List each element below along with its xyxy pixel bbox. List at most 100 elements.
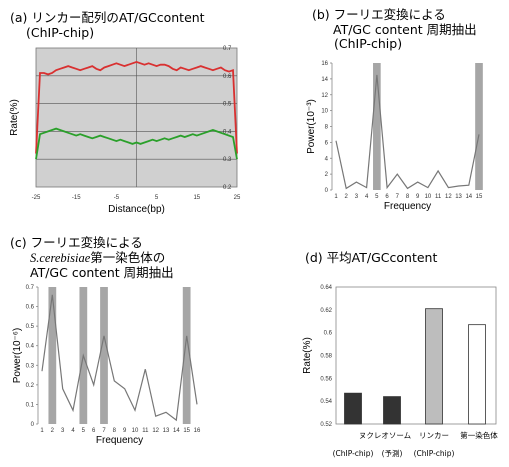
panel-a-title: (a) リンカー配列のAT/GCcontent bbox=[10, 10, 205, 25]
panel-b-x-tick: 14 bbox=[465, 194, 472, 200]
panel-c-species: S.cerebisiae bbox=[30, 251, 91, 265]
panel-b-xlabel: Frequency bbox=[384, 201, 431, 212]
panel-c-ylabel: Power(10⁻⁶) bbox=[12, 328, 23, 384]
panel-b-x-tick: 13 bbox=[455, 194, 462, 200]
panel-d-bar bbox=[383, 396, 401, 425]
panel-a-x-tick: -25 bbox=[32, 195, 41, 201]
panel-a-xlabel: Distance(bp) bbox=[108, 204, 165, 215]
panel-b-x-tick: 15 bbox=[476, 194, 483, 200]
panel-b-x-tick: 12 bbox=[445, 194, 452, 200]
panel-c-y-tick: 0.6 bbox=[26, 305, 35, 311]
panel-d-title: (d) 平均AT/GCcontent bbox=[305, 250, 437, 265]
panel-d-y-tick: 0.54 bbox=[320, 399, 332, 405]
panel-d-category-sublabel: (ChIP-chip) bbox=[333, 449, 374, 458]
panel-c-y-tick: 0.1 bbox=[26, 402, 35, 408]
panel-b-y-tick: 10 bbox=[321, 109, 328, 115]
chart-d: 0.520.540.560.580.60.620.64ヌクレオソーム(ChIP-… bbox=[302, 285, 498, 458]
panel-d-y-tick: 0.56 bbox=[320, 376, 332, 382]
panel-a-y-tick: 0.2 bbox=[223, 185, 232, 191]
panel-d-y-tick: 0.58 bbox=[320, 354, 332, 360]
panel-c-x-tick: 15 bbox=[183, 428, 190, 434]
panel-b-highlight-band bbox=[373, 63, 381, 190]
panel-b-x-tick: 11 bbox=[435, 194, 442, 200]
panel-d-y-tick: 0.62 bbox=[320, 308, 332, 314]
panel-c-x-tick: 4 bbox=[71, 428, 75, 434]
panel-c-xlabel: Frequency bbox=[96, 435, 143, 446]
panel-c-x-tick: 2 bbox=[51, 428, 55, 434]
panel-b-subtitle: AT/GC content 周期抽出 bbox=[333, 22, 477, 37]
panel-a-x-tick: 5 bbox=[155, 195, 159, 201]
panel-c-x-tick: 5 bbox=[82, 428, 86, 434]
panel-c-subtitle: S.cerebisiae第一染色体の bbox=[30, 250, 165, 265]
panel-c-x-tick: 16 bbox=[194, 428, 201, 434]
panel-c-y-tick: 0.4 bbox=[26, 344, 35, 350]
panel-b-x-tick: 9 bbox=[416, 194, 420, 200]
panel-d-y-tick: 0.64 bbox=[320, 285, 332, 291]
panel-c-x-tick: 14 bbox=[173, 428, 180, 434]
panel-b-x-tick: 1 bbox=[334, 194, 338, 200]
panel-b-x-tick: 4 bbox=[365, 194, 369, 200]
panel-c-highlight-band bbox=[100, 287, 108, 424]
panel-b-title: (b) フーリエ変換による bbox=[312, 7, 446, 22]
panel-b-y-tick: 2 bbox=[325, 172, 329, 178]
panel-b-y-tick: 16 bbox=[321, 61, 328, 67]
panel-d-category-sublabel: (予測) bbox=[382, 448, 403, 458]
panel-b-subtitle2: (ChIP-chip) bbox=[334, 36, 402, 51]
chart-c: 00.10.20.30.40.50.60.71 2 3 4 5 6 7 8 9 10 11 12 13 1… bbox=[12, 285, 201, 446]
panel-c-x-tick: 13 bbox=[163, 428, 170, 434]
panel-c-highlight-band bbox=[48, 287, 57, 424]
panel-c-x-tick: 6 bbox=[92, 428, 96, 434]
panel-b-x-tick: 3 bbox=[355, 194, 359, 200]
panel-d-bar bbox=[468, 324, 486, 425]
panel-b-x-tick: 8 bbox=[406, 194, 410, 200]
panel-d-category-label: リンカー bbox=[419, 431, 449, 440]
panel-a-x-tick: 25 bbox=[234, 195, 241, 201]
panel-c-subtitle2: AT/GC content 周期抽出 bbox=[30, 265, 174, 280]
panel-c-series-line bbox=[41, 294, 198, 422]
panel-d-category-label: ヌクレオソーム bbox=[359, 431, 411, 440]
panel-b-ylabel: Power(10⁻³) bbox=[306, 99, 317, 154]
panel-d-bar bbox=[425, 308, 443, 425]
panel-c-x-tick: 10 bbox=[132, 428, 139, 434]
panel-d-category-label: 第一染色体 bbox=[460, 430, 498, 440]
panel-a-series-green bbox=[35, 127, 238, 160]
panel-b-x-tick: 10 bbox=[425, 194, 432, 200]
panel-c-x-tick: 9 bbox=[123, 428, 127, 434]
panel-c-chromosome: 第一染色体の bbox=[90, 250, 165, 265]
chart-a: 0.2 0.3 0.4 0.5 0.6 0.7 -25 -15 -5 5 15 25 Distance(… bbox=[9, 46, 241, 215]
panel-b-y-tick: 0 bbox=[325, 188, 329, 194]
panel-a-y-tick: 0.7 bbox=[223, 46, 232, 52]
panel-c-y-tick: 0 bbox=[31, 422, 35, 428]
panel-b-x-tick: 7 bbox=[396, 194, 400, 200]
panel-c-y-tick: 0.2 bbox=[26, 383, 35, 389]
panel-a-y-tick: 0.6 bbox=[223, 74, 232, 80]
panel-c-x-tick: 11 bbox=[142, 428, 149, 434]
panel-c-y-tick: 0.5 bbox=[26, 324, 35, 330]
panel-b-series-line bbox=[335, 74, 480, 190]
panel-b-y-tick: 6 bbox=[325, 140, 329, 146]
panel-c-highlight-band bbox=[182, 287, 191, 424]
panel-d-bar bbox=[344, 392, 362, 425]
panel-b-y-tick: 14 bbox=[321, 77, 328, 83]
panel-b-x-tick: 2 bbox=[345, 194, 349, 200]
panel-a-x-tick: -15 bbox=[72, 195, 81, 201]
panel-c-y-tick: 0.3 bbox=[26, 363, 35, 369]
panel-a-y-tick: 0.5 bbox=[223, 102, 232, 108]
panel-a-x-tick: 15 bbox=[193, 195, 200, 201]
panel-c-x-tick: 1 bbox=[40, 428, 44, 434]
panel-a-subtitle: (ChIP-chip) bbox=[26, 25, 94, 40]
panel-c-x-tick: 7 bbox=[102, 428, 106, 434]
panel-d-category-sublabel: (ChIP-chip) bbox=[414, 449, 455, 458]
panel-b-y-tick: 4 bbox=[325, 156, 329, 162]
panel-c-y-tick: 0.7 bbox=[26, 285, 35, 291]
panel-b-x-tick: 6 bbox=[385, 194, 389, 200]
panel-a-ylabel: Rate(%) bbox=[9, 99, 20, 136]
panel-d-y-tick: 0.6 bbox=[324, 331, 333, 337]
panel-c-title: (c) フーリエ変換による bbox=[10, 235, 143, 250]
panel-d-y-tick: 0.52 bbox=[320, 422, 332, 428]
panel-a-y-tick: 0.4 bbox=[223, 129, 232, 135]
panel-c-x-tick: 8 bbox=[113, 428, 117, 434]
panel-a-series-red bbox=[35, 60, 238, 154]
